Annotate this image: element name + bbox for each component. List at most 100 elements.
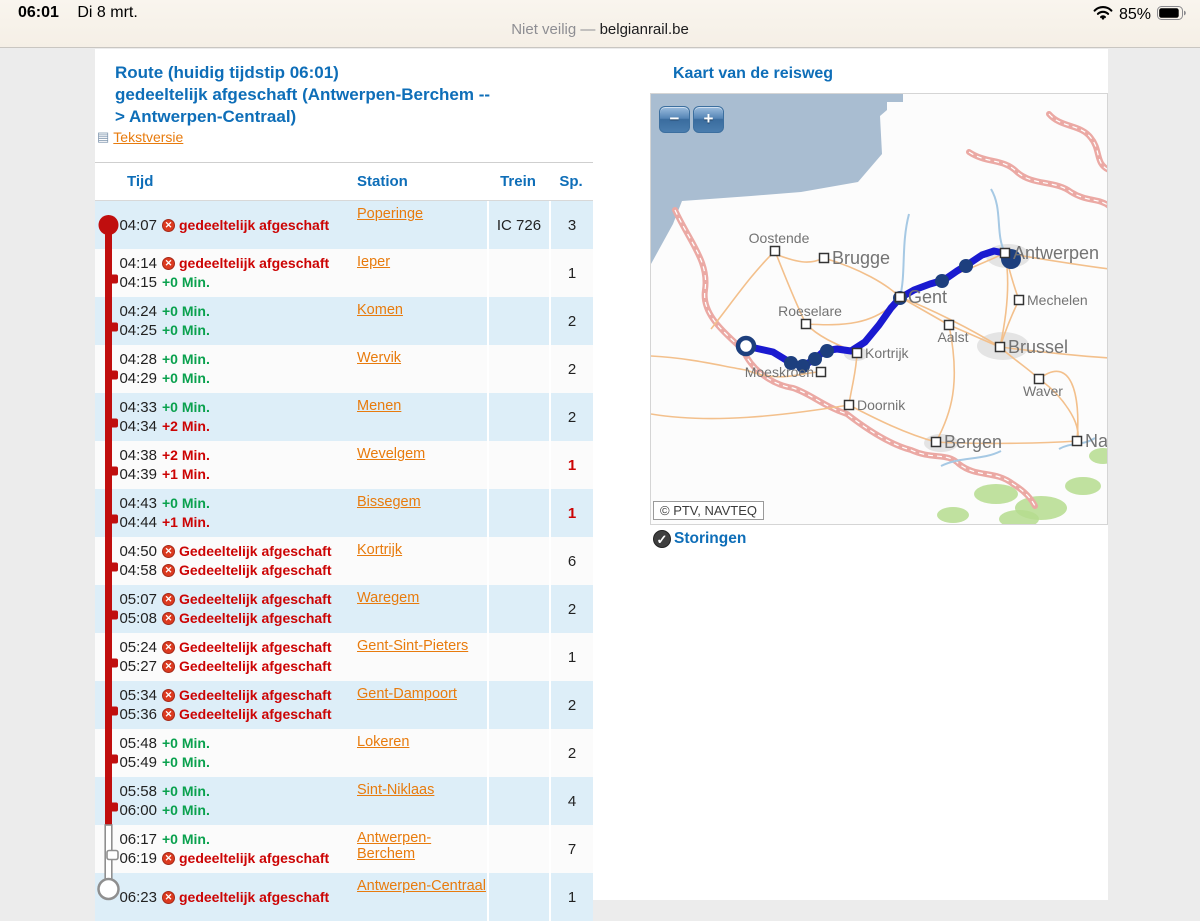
station-link[interactable]: Poperinge <box>357 206 424 222</box>
cancelled-icon <box>162 218 175 232</box>
train-value <box>487 825 549 873</box>
time-value: 05:48 <box>119 735 157 752</box>
time-value: 06:19 <box>119 850 157 867</box>
platform-value: 2 <box>549 393 593 441</box>
route-rows: 04:07 gedeeltelijk afgeschaft Poperinge IC … <box>95 201 593 921</box>
url-domain: belgianrail.be <box>599 21 689 38</box>
table-row: 06:23 gedeeltelijk afgeschaft Antwerpen-Ce… <box>95 873 593 921</box>
time-value: 04:34 <box>119 418 157 435</box>
time-cell: 05:48 05:49 <box>119 729 157 777</box>
status-left: 06:01 Di 8 mrt. <box>18 4 138 22</box>
station-link[interactable]: Ieper <box>357 254 391 270</box>
time-cell: 06:23 <box>119 873 157 921</box>
station-link[interactable]: Antwerpen-Berchem <box>357 830 432 862</box>
map-road <box>848 404 937 443</box>
map-attribution: © PTV, NAVTEQ <box>653 501 764 520</box>
map-river <box>940 450 1002 467</box>
map-city-marker <box>815 366 827 378</box>
status-text: +0 Min. <box>162 754 210 770</box>
station-link[interactable]: Wervik <box>357 350 402 366</box>
platform-value: 6 <box>549 537 593 585</box>
route-map: Oostende Brugge Gent Antwerpen Mechelen Roese… <box>651 94 1108 524</box>
platform-value: 1 <box>549 441 593 489</box>
station-link[interactable]: Kortrijk <box>357 542 403 558</box>
station-link[interactable]: Waregem <box>357 590 420 606</box>
checkbox-checked-icon[interactable] <box>653 530 671 548</box>
map-city-label: Na <box>1085 431 1108 451</box>
status-text: +1 Min. <box>162 514 210 530</box>
status-cell: +0 Min. +0 Min. <box>157 297 345 345</box>
route-stop-dot <box>784 356 798 370</box>
storingen-toggle[interactable]: Storingen <box>653 530 746 548</box>
zoom-in-button[interactable]: + <box>693 106 724 133</box>
status-text: Gedeeltelijk afgeschaft <box>162 686 345 705</box>
time-cell: 05:58 06:00 <box>119 777 157 825</box>
time-cell: 05:34 05:36 <box>119 681 157 729</box>
time-cell: 04:14 04:15 <box>119 249 157 297</box>
train-value <box>487 777 549 825</box>
cancelled-icon <box>162 660 175 673</box>
zoom-out-button[interactable]: − <box>659 106 690 133</box>
timeline-end-marker <box>97 877 120 901</box>
status-cell: +0 Min. +0 Min. <box>157 777 345 825</box>
station-link[interactable]: Komen <box>357 302 403 318</box>
train-value <box>487 345 549 393</box>
map-road <box>651 355 747 371</box>
map-city-label: Oostende <box>749 230 810 246</box>
map-road <box>774 250 807 325</box>
time-value: 04:58 <box>119 562 157 579</box>
text-version-link[interactable]: ▤ Tekstversie <box>97 129 183 145</box>
station-link[interactable]: Wevelgem <box>357 446 426 462</box>
station-link[interactable]: Menen <box>357 398 402 414</box>
train-value <box>487 873 549 921</box>
train-value <box>487 489 549 537</box>
time-value: 06:17 <box>119 831 157 848</box>
map-road <box>710 250 776 330</box>
platform-value: 2 <box>549 681 593 729</box>
status-cell: +0 Min. gedeeltelijk afgeschaft <box>157 825 345 873</box>
station-link[interactable]: Gent-Sint-Pieters <box>357 638 469 654</box>
platform-value: 2 <box>549 297 593 345</box>
map-city-marker <box>994 341 1006 353</box>
platform-value: 1 <box>549 633 593 681</box>
status-text: +0 Min. <box>162 351 210 367</box>
map-forest <box>937 507 969 523</box>
map-river <box>990 188 1006 254</box>
header-trein: Trein <box>500 173 536 190</box>
station-link[interactable]: Sint-Niklaas <box>357 782 435 798</box>
status-text: +0 Min. <box>162 303 210 319</box>
status-text: +0 Min. <box>162 783 210 799</box>
station-link[interactable]: Lokeren <box>357 734 410 750</box>
map-city-label: Aalst <box>937 329 968 345</box>
title-line-2: gedeeltelijk afgeschaft (Antwerpen-Berch… <box>115 85 491 104</box>
map-city-marker <box>818 252 830 264</box>
status-text: gedeeltelijk afgeschaft <box>162 849 345 868</box>
map-container[interactable]: Oostende Brugge Gent Antwerpen Mechelen Roese… <box>650 93 1108 525</box>
station-link[interactable]: Bissegem <box>357 494 421 510</box>
cancelled-icon <box>162 890 175 904</box>
train-value <box>487 633 549 681</box>
train-value <box>487 729 549 777</box>
status-text: +2 Min. <box>162 418 210 434</box>
map-road <box>651 404 850 420</box>
header-tijd: Tijd <box>127 173 154 190</box>
station-link[interactable]: Gent-Dampoort <box>357 686 457 702</box>
time-value: 04:39 <box>119 466 157 483</box>
time-value: 04:07 <box>119 216 157 234</box>
map-city-label: Mechelen <box>1027 292 1088 308</box>
station-link[interactable]: Antwerpen-Centraal <box>357 878 486 894</box>
map-river <box>899 213 910 298</box>
cancelled-icon <box>162 689 175 702</box>
time-value: 05:27 <box>119 658 157 675</box>
address-bar[interactable]: Niet veilig — belgianrail.be <box>0 21 1200 38</box>
map-forest <box>999 510 1039 524</box>
map-road <box>745 369 822 378</box>
route-timeline <box>97 215 120 901</box>
time-value: 04:28 <box>119 351 157 368</box>
map-city-marker <box>769 245 781 257</box>
table-row: 05:58 06:00 +0 Min. +0 Min. Sint-Niklaas 4 <box>95 777 593 825</box>
status-text: +0 Min. <box>162 370 210 386</box>
status-cell: +0 Min. +0 Min. <box>157 345 345 393</box>
